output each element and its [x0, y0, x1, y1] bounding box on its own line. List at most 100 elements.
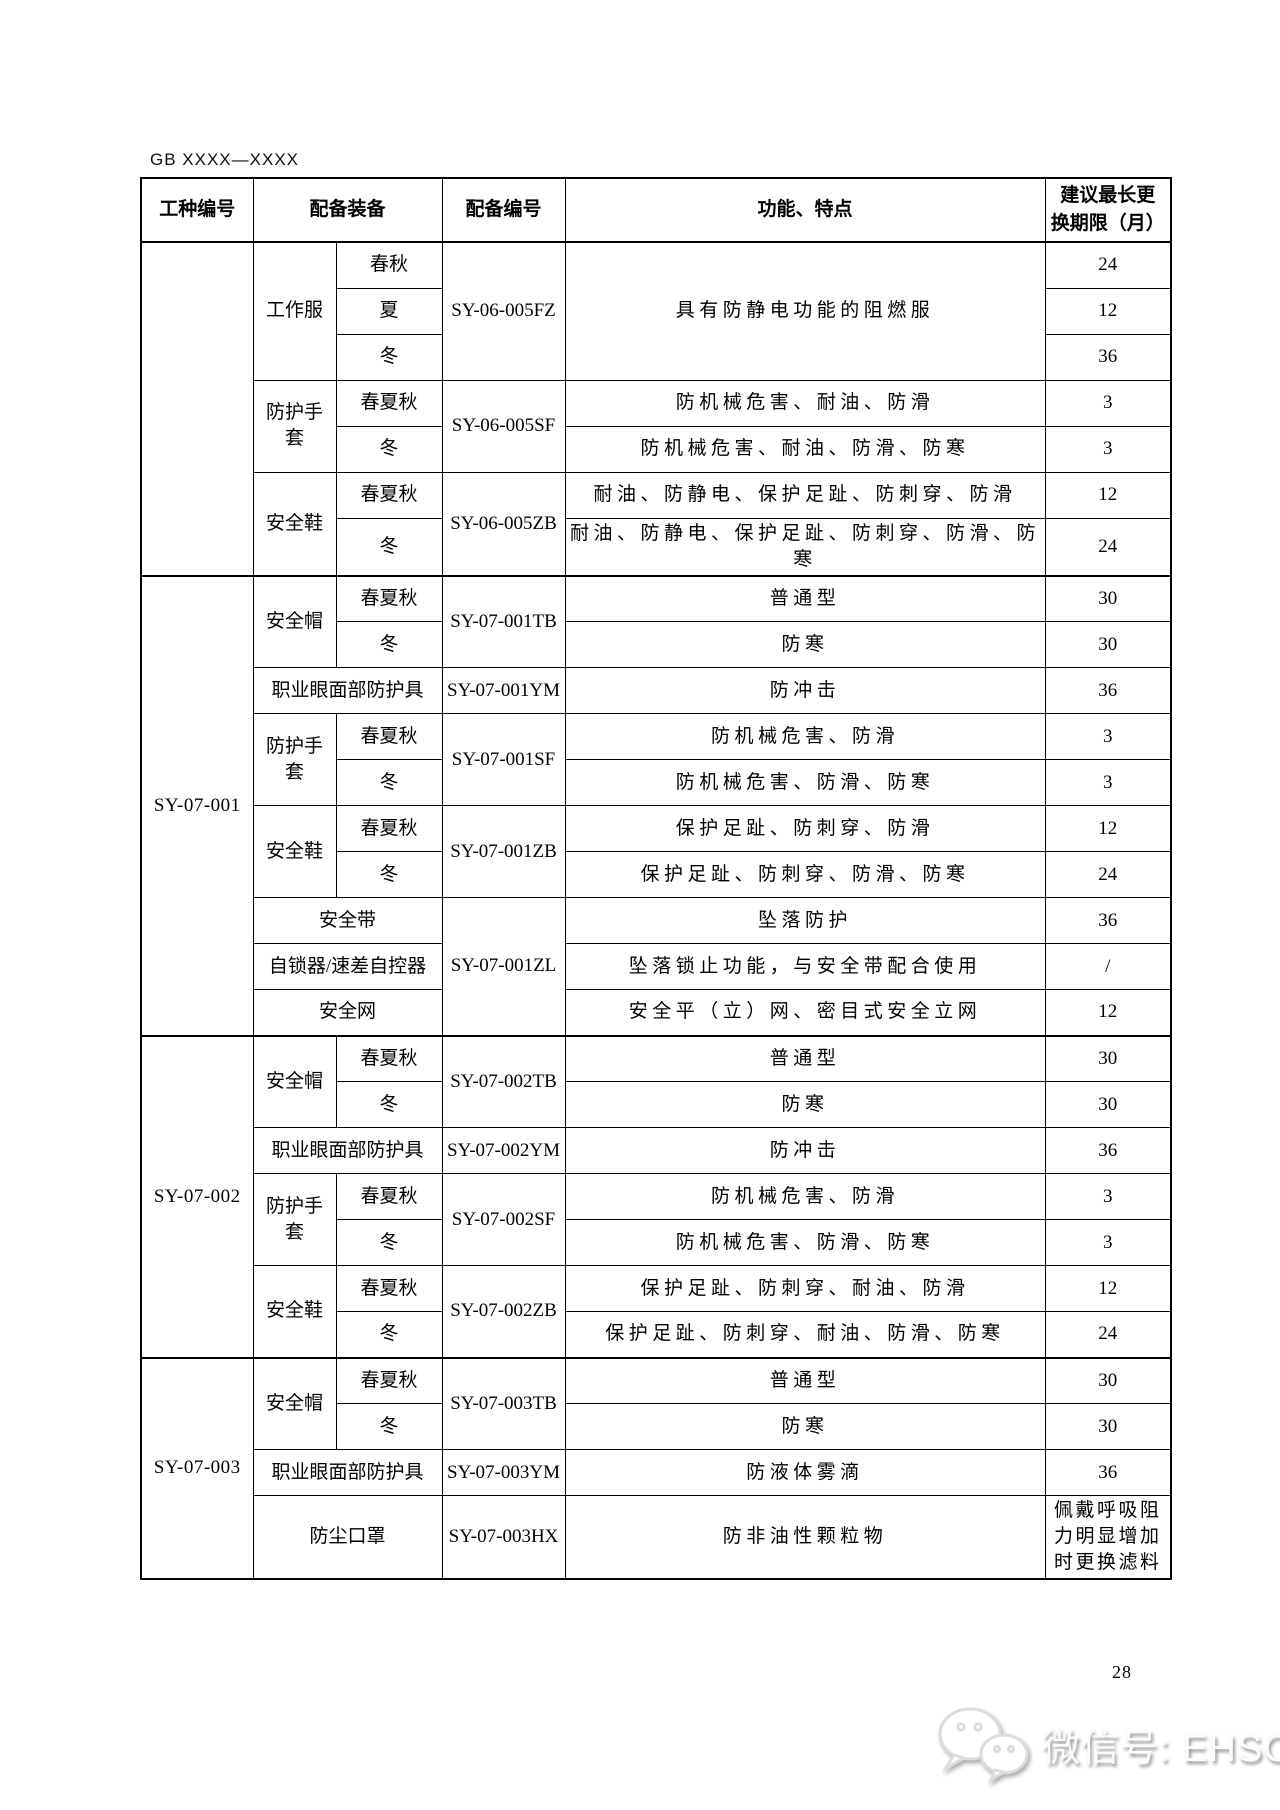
cell-season: 春夏秋 [335, 574, 443, 622]
cell-feat: 防机械危害、耐油、防滑 [564, 379, 1046, 427]
cell-feat: 坠落锁止功能，与安全带配合使用 [564, 943, 1046, 990]
col-header-job-code: 工种编号 [140, 177, 254, 243]
header-row: 工种编号 配备装备 配备编号 功能、特点 建议最长更 换期限（月） [140, 177, 1172, 243]
table-row: 安全鞋 春夏秋 SY-07-002ZB 保护足趾、防刺穿、耐油、防滑 12 [141, 1265, 1172, 1358]
cell-code: SY-07-003HX [441, 1495, 566, 1580]
cell-code: SY-07-002YM [441, 1127, 566, 1174]
cell-season: 冬 [335, 425, 443, 473]
cell-code: SY-07-002TB [441, 1034, 566, 1128]
cell-season: 春夏秋 [335, 713, 443, 760]
cell-months: 30 [1044, 1081, 1172, 1128]
cell-item: 安全带 [252, 897, 443, 944]
table-row: 防护手套 春夏秋 SY-07-002SF 防机械危害、防滑 3 [141, 1173, 1172, 1266]
col-header-features: 功能、特点 [564, 177, 1046, 243]
cell-season: 春夏秋 [335, 805, 443, 852]
cell-feat: 防机械危害、防滑 [564, 1173, 1046, 1220]
cell-code: SY-07-002SF [441, 1173, 566, 1266]
cell-feat: 防冲击 [564, 1127, 1046, 1174]
cell-months: / [1044, 943, 1172, 990]
table-row: 冬 防寒 30 [141, 621, 1172, 668]
cell-months: 3 [1044, 1219, 1172, 1266]
cell-item: 安全帽 [252, 1034, 337, 1128]
table-row: 职业眼面部防护具 SY-07-003YM 防液体雾滴 36 [141, 1449, 1172, 1496]
cell-months: 30 [1044, 1356, 1172, 1404]
cell-code: SY-07-001YM [441, 667, 566, 714]
cell-months: 30 [1044, 574, 1172, 622]
table-row: 自锁器/速差自控器 坠落锁止功能，与安全带配合使用 / [141, 943, 1172, 990]
cell-season: 冬 [335, 621, 443, 668]
watermark-label: 微信号: EHSCity [1042, 1727, 1280, 1770]
cell-item: 安全鞋 [252, 1265, 337, 1358]
cell-season: 夏 [335, 287, 443, 335]
col-header-equipment: 配备装备 [252, 177, 443, 243]
cell-feat: 耐油、防静电、保护足趾、防刺穿、防滑、防寒 [564, 517, 1046, 576]
cell-item: 安全帽 [252, 1356, 337, 1450]
cell-season: 春夏秋 [335, 1265, 443, 1312]
cell-months: 3 [1044, 759, 1172, 806]
cell-item: 防护手套 [252, 379, 337, 473]
cell-feat: 保护足趾、防刺穿、耐油、防滑、防寒 [564, 1311, 1046, 1358]
cell-feat: 防寒 [564, 621, 1046, 668]
cell-months: 24 [1044, 851, 1172, 898]
cell-months: 3 [1044, 1173, 1172, 1220]
cell-feat: 普通型 [564, 1356, 1046, 1404]
cell-monthsText: 佩戴呼吸阻力明显增加时更换滤料 [1044, 1495, 1172, 1580]
cell-feat: 防非油性颗粒物 [564, 1495, 1046, 1580]
cell-months: 24 [1044, 241, 1172, 289]
cell-item: 职业眼面部防护具 [252, 1127, 443, 1174]
cell-months: 36 [1044, 1449, 1172, 1496]
cell-item: 职业眼面部防护具 [252, 667, 443, 714]
cell-item: 防护手套 [252, 713, 337, 806]
cell-season: 冬 [335, 759, 443, 806]
cell-feat: 防寒 [564, 1403, 1046, 1450]
cell-item: 自锁器/速差自控器 [252, 943, 443, 990]
cell-feat: 防冲击 [564, 667, 1046, 714]
cell-item: 安全帽 [252, 574, 337, 668]
cell-season: 春夏秋 [335, 1356, 443, 1404]
cell-code: SY-06-005FZ [441, 241, 566, 381]
table-row: 安全带 SY-07-001ZL 坠落防护 36 [141, 897, 1172, 1036]
page-number: 28 [1112, 1662, 1132, 1682]
cell-season: 冬 [335, 1311, 443, 1358]
cell-item: 工作服 [252, 241, 337, 381]
cell-item: 防尘口罩 [252, 1495, 443, 1580]
cell-feat: 防机械危害、防滑、防寒 [564, 1219, 1046, 1266]
cell-months: 12 [1044, 1265, 1172, 1312]
table-row: 冬 防寒 30 [141, 1081, 1172, 1128]
cell-months: 36 [1044, 1127, 1172, 1174]
table-row: 防尘口罩 SY-07-003HX 防非油性颗粒物 佩戴呼吸阻力明显增加时更换滤料 [141, 1495, 1172, 1580]
cell-feat: 普通型 [564, 574, 1046, 622]
table-row: 防护手套 春夏秋 SY-06-005SF 防机械危害、耐油、防滑 3 [141, 379, 1172, 473]
cell-code: SY-07-001ZL [441, 897, 566, 1036]
cell-months: 36 [1044, 333, 1172, 381]
cell-months: 3 [1044, 713, 1172, 760]
watermark: 微信号: EHSCity [934, 1704, 1280, 1784]
table-row: 工作服 春秋 SY-06-005FZ 具有防静电功能的阻燃服 24 [140, 241, 1172, 576]
table-row: 防护手套 春夏秋 SY-07-001SF 防机械危害、防滑 3 [141, 713, 1172, 806]
cell-months: 12 [1044, 287, 1172, 335]
table-row: 冬 防机械危害、耐油、防滑、防寒 3 [141, 425, 1172, 473]
cell-months: 12 [1044, 805, 1172, 852]
cell-season: 春夏秋 [335, 379, 443, 427]
cell-item: 安全鞋 [252, 805, 337, 898]
table-row: 职业眼面部防护具 SY-07-001YM 防冲击 36 [141, 667, 1172, 714]
cell-item: 防护手套 [252, 1173, 337, 1266]
cell-season: 冬 [335, 1219, 443, 1266]
cell-feat: 保护足趾、防刺穿、防滑 [564, 805, 1046, 852]
table-row: 冬 耐油、防静电、保护足趾、防刺穿、防滑、防寒 24 [141, 517, 1172, 576]
table-row: 冬 防寒 30 [141, 1403, 1172, 1450]
table-row: 夏 12 [141, 287, 1172, 335]
cell-job: SY-07-002 [140, 1034, 254, 1358]
col-header-replace-period: 建议最长更 换期限（月） [1044, 177, 1172, 243]
cell-feat: 防液体雾滴 [564, 1449, 1046, 1496]
standard-code: GB XXXX—XXXX [150, 150, 299, 169]
cell-code: SY-07-002ZB [441, 1265, 566, 1358]
cell-months: 36 [1044, 897, 1172, 944]
cell-season: 春夏秋 [335, 1034, 443, 1082]
table-row: 冬 保护足趾、防刺穿、防滑、防寒 24 [141, 851, 1172, 898]
cell-item: 安全网 [252, 989, 443, 1036]
table-row: 安全鞋 春夏秋 SY-06-005ZB 耐油、防静电、保护足趾、防刺穿、防滑 12 [141, 471, 1172, 576]
cell-months: 30 [1044, 1034, 1172, 1082]
table-row: 安全网 安全平（立）网、密目式安全立网 12 [141, 989, 1172, 1036]
